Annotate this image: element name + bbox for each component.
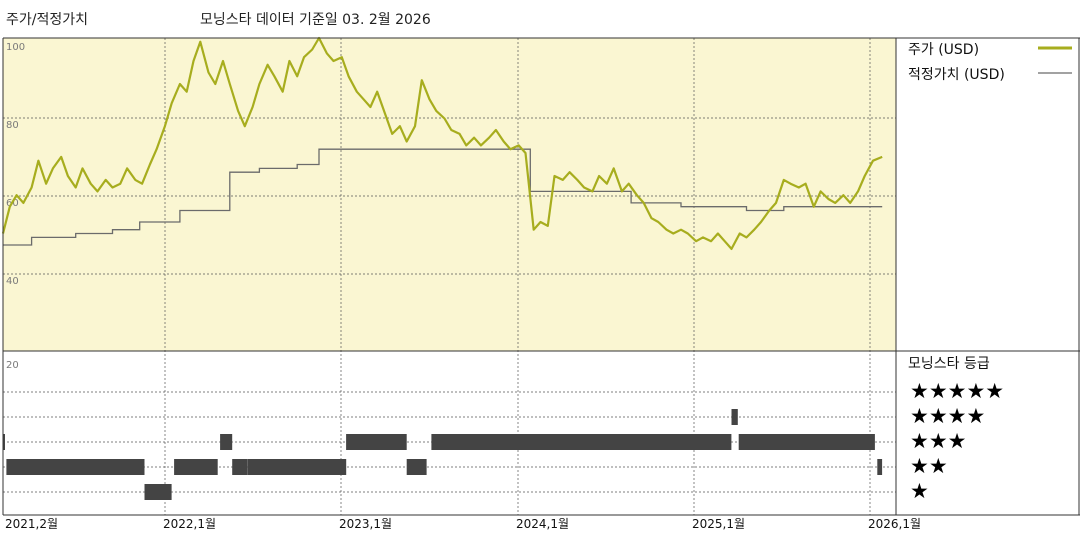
chart-heading: 주가/적정가치 [6, 12, 88, 28]
x-tick-label: 2022,1월 [163, 517, 216, 531]
star-level-1: ★ [910, 479, 929, 503]
star-level-4: ★★★★ [910, 404, 985, 428]
rating-bar-3-star [3, 434, 5, 450]
fair-value-line [3, 148, 883, 246]
star-rating-legend: ★★★★★★★★★★★★★★★ [910, 379, 1004, 503]
rating-bar-2-star [247, 459, 347, 475]
legend-fair-value-label: 적정가치 (USD) [908, 67, 1005, 83]
rating-legend-title: 모닝스타 등급 [908, 356, 990, 372]
rating-bar-2-star [406, 459, 427, 475]
star-level-5: ★★★★★ [910, 379, 1004, 403]
x-tick-label: 2025,1월 [692, 517, 745, 531]
rating-bar-2-star [6, 459, 145, 475]
data-date-subtitle: 모닝스타 데이터 기준일 03. 2월 2026 [200, 12, 431, 28]
rating-bar-3-star [431, 434, 732, 450]
rating-bar-3-star [220, 434, 233, 450]
star-level-3: ★★★ [910, 429, 966, 453]
y-tick-label: 80 [6, 120, 19, 131]
rating-bars [3, 409, 883, 500]
y-tick-label: 100 [6, 42, 25, 53]
rating-bar-2-star [877, 459, 883, 475]
legend-price-label: 주가 (USD) [908, 42, 979, 58]
rating-bar-3-star [738, 434, 875, 450]
rating-bar-4-star [731, 409, 738, 425]
x-tick-label: 2026,1월 [868, 517, 921, 531]
x-tick-label: 2023,1월 [339, 517, 392, 531]
rating-bar-2-star [174, 459, 218, 475]
rating-bar-2-star [232, 459, 248, 475]
chart-frame [2, 37, 1080, 516]
upper-panel-background [3, 38, 896, 351]
price-line [1, 36, 883, 250]
y-tick-label: 40 [6, 276, 19, 287]
x-tick-label: 2024,1월 [516, 517, 569, 531]
rating-bar-3-star [346, 434, 407, 450]
rating-bar-1-star [144, 484, 172, 500]
star-level-2: ★★ [910, 454, 948, 478]
lower-panel-background [3, 351, 896, 515]
y-tick-label: 20 [6, 360, 19, 371]
x-tick-label: 2021,2월 [5, 517, 58, 531]
x-axis-ticks: 2021,2월 2022,1월 2023,1월 2024,1월 2025,1월 2026,… [5, 517, 921, 531]
